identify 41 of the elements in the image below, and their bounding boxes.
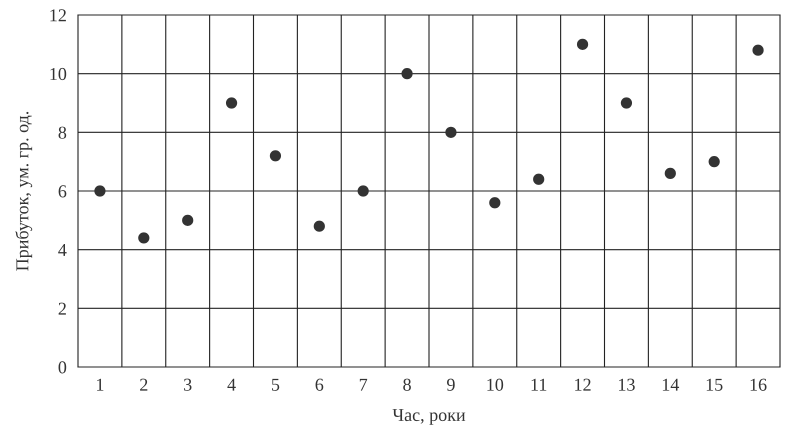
x-tick-label: 10 [487, 378, 504, 391]
y-tick-label: 0 [58, 361, 66, 374]
x-tick-label: 4 [227, 378, 236, 391]
x-tick-label: 5 [272, 378, 280, 391]
x-tick-label: 7 [360, 378, 368, 391]
y-tick-label: 8 [58, 126, 66, 139]
point [314, 220, 325, 232]
x-tick-label: 2 [140, 378, 148, 391]
x-tick-label: 9 [447, 378, 455, 391]
point [358, 185, 369, 197]
x-tick-label: 15 [706, 378, 723, 391]
x-tick-label: 14 [662, 378, 680, 391]
point [445, 126, 457, 138]
point [270, 150, 282, 162]
y-tick-label: 6 [58, 185, 66, 198]
point [752, 44, 764, 56]
x-tick-label: 8 [403, 378, 411, 391]
y-tick-label: 12 [50, 9, 66, 22]
point [226, 97, 238, 109]
x-tick-label: 6 [316, 378, 324, 391]
point [708, 156, 720, 168]
x-tick-label: 12 [575, 378, 591, 391]
point [401, 68, 413, 80]
y-tick-label: 2 [58, 302, 66, 315]
y-axis-title: Прибуток, ум. гр. од. [15, 112, 32, 271]
y-tick-label: 4 [58, 244, 67, 256]
x-tick-label: 16 [750, 378, 767, 391]
point [533, 174, 544, 185]
x-tick-label: 13 [619, 378, 635, 391]
point [664, 168, 676, 180]
point [489, 197, 500, 208]
point [576, 38, 588, 50]
x-tick-label: 11 [532, 378, 546, 391]
point [94, 185, 106, 197]
x-axis-title: Час, роки [392, 409, 466, 425]
point [138, 232, 150, 244]
y-tick-label: 10 [50, 68, 66, 80]
x-tick-label: 1 [97, 378, 104, 391]
point [182, 214, 194, 226]
point [620, 97, 632, 109]
x-tick-label: 3 [184, 378, 192, 391]
